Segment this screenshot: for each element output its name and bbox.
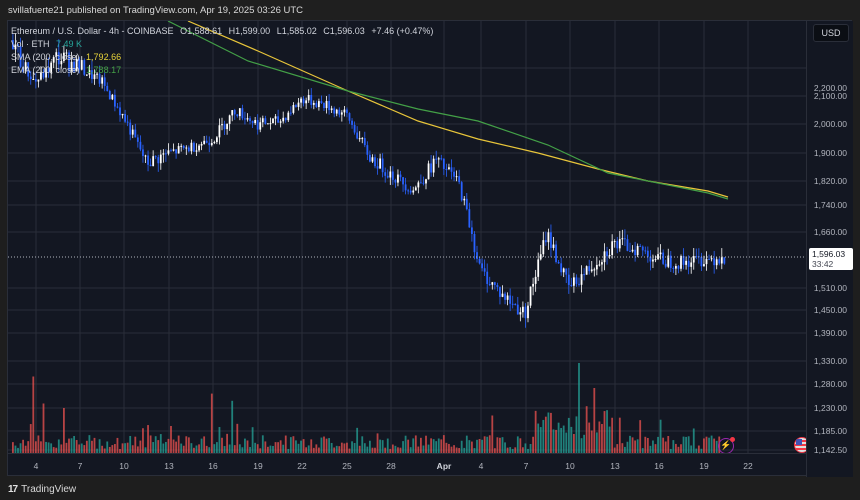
chart-frame[interactable]: Ethereum / U.S. Dollar - 4h - COINBASE O… [7, 20, 853, 477]
time-tick-label: 16 [208, 461, 218, 471]
ohlc-high: H1,599.00 [228, 26, 271, 36]
time-tick-label: 16 [654, 461, 664, 471]
time-axis[interactable]: 4 7 10 13 16 19 22 25 28 Apr 4 7 10 13 16 19 22 [8, 453, 806, 477]
price-tick-label: 1,230.00 [813, 403, 847, 413]
time-tick-label: 13 [610, 461, 620, 471]
price-tick-label: 1,900.00 [813, 148, 847, 158]
time-tick-label: 10 [565, 461, 575, 471]
ema-value: 1,788.17 [86, 65, 122, 75]
chart-legend: Ethereum / U.S. Dollar - 4h - COINBASE O… [11, 25, 433, 77]
price-tick-label: 1,450.00 [813, 305, 847, 315]
time-tick-label: 10 [119, 461, 129, 471]
time-tick-label: 22 [743, 461, 753, 471]
price-tick-label: 1,820.00 [813, 176, 847, 186]
symbol-title[interactable]: Ethereum / U.S. Dollar - 4h - COINBASE [11, 26, 174, 36]
price-tick-label: 2,000.00 [813, 119, 847, 129]
price-tick-label: 2,200.00 [813, 83, 847, 93]
time-tick-label: 7 [77, 461, 83, 471]
last-price-value: 1,596.03 [812, 249, 846, 259]
time-tick-label: 4 [478, 461, 484, 471]
time-tick-label: 25 [342, 461, 352, 471]
time-tick-label: Apr [436, 461, 452, 471]
price-tick-label: 2,100.00 [813, 91, 847, 101]
ohlc-low: L1,585.02 [276, 26, 317, 36]
price-tick-label: 1,185.00 [813, 426, 847, 436]
price-tick-label: 1,740.00 [813, 200, 847, 210]
legend-volume-row[interactable]: Vol · ETH 7.49 K [11, 38, 433, 51]
ohlc-open: O1,588.61 [180, 26, 223, 36]
publisher-bar: svillafuerte21 published on TradingView.… [0, 0, 860, 20]
publisher-text: svillafuerte21 published on TradingView.… [8, 5, 304, 16]
price-tick-label: 1,330.00 [813, 356, 847, 366]
time-tick-label: 19 [699, 461, 709, 471]
volume-label: Vol · ETH [11, 39, 50, 49]
time-tick-label: 22 [297, 461, 307, 471]
price-tick-label: 1,510.00 [813, 283, 847, 293]
time-tick-label: 28 [386, 461, 396, 471]
ohlc-change: +7.46 (+0.47%) [371, 26, 434, 36]
price-tick-label: 1,390.00 [813, 328, 847, 338]
time-tick-label: 19 [253, 461, 263, 471]
price-axis[interactable]: USD 2,200.00 2,100.00 2,000.00 1,900.00 1,82… [806, 21, 853, 477]
sma-value: 1,792.66 [86, 52, 122, 62]
ema-label: EMA (200, close) [11, 65, 80, 75]
footer-brand: TradingView [21, 484, 77, 495]
legend-symbol-row: Ethereum / U.S. Dollar - 4h - COINBASE O… [11, 25, 433, 38]
lightning-event-icon[interactable]: ⚡ [718, 437, 735, 454]
price-plot[interactable]: Ethereum / U.S. Dollar - 4h - COINBASE O… [8, 21, 810, 454]
time-tick-label: 4 [33, 461, 39, 471]
last-price-label: 1,596.03 33:42 [809, 248, 853, 270]
currency-button[interactable]: USD [813, 24, 849, 42]
legend-ema-row[interactable]: EMA (200, close) 1,788.17 [11, 64, 433, 77]
price-tick-label: 1,142.50 [813, 445, 847, 455]
volume-value: 7.49 K [56, 39, 83, 49]
bar-countdown: 33:42 [812, 259, 834, 269]
time-tick-label: 13 [164, 461, 174, 471]
legend-sma-row[interactable]: SMA (200, close) 1,792.66 [11, 51, 433, 64]
footer: 17 TradingView [8, 484, 76, 495]
time-tick-label: 7 [523, 461, 529, 471]
price-tick-label: 1,660.00 [813, 227, 847, 237]
sma-label: SMA (200, close) [11, 52, 80, 62]
ohlc-close: C1,596.03 [323, 26, 365, 36]
candlestick-chart[interactable] [8, 21, 806, 453]
price-tick-label: 1,280.00 [813, 379, 847, 389]
tradingview-logo-icon: 17 [8, 484, 18, 495]
